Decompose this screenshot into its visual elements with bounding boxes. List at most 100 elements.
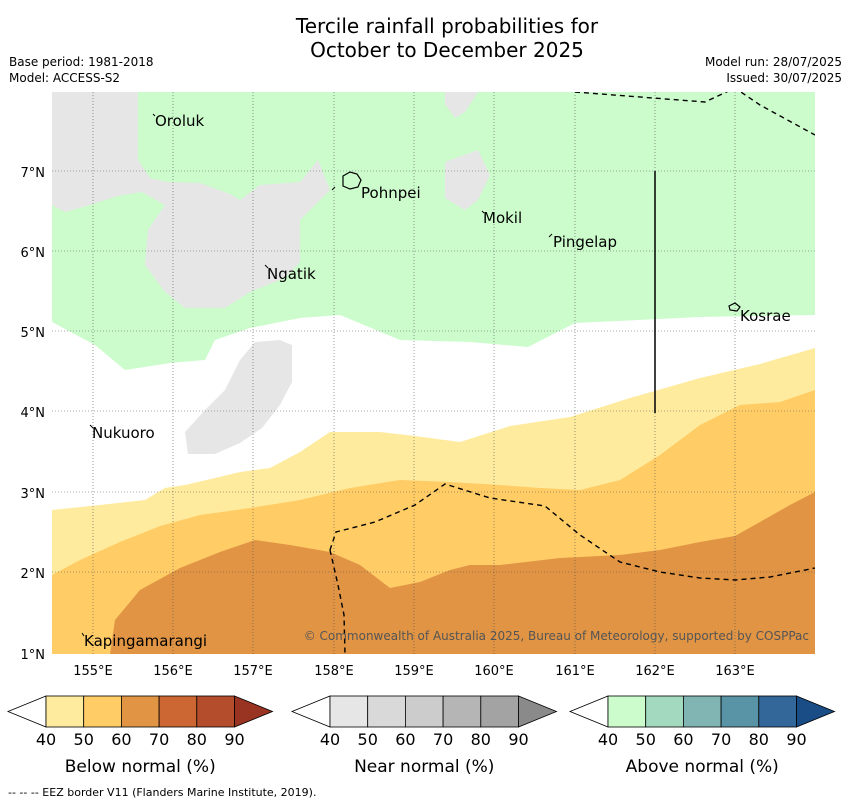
label-kosrae: Kosrae xyxy=(740,307,791,325)
lat-tick-label: 1°N xyxy=(21,648,46,663)
colorbar-label: Below normal (%) xyxy=(65,757,216,777)
lat-tick-label: 2°N xyxy=(21,567,46,582)
lon-tick-label: 157°E xyxy=(233,664,273,679)
lat-tick-label: 3°N xyxy=(21,487,46,502)
colorbar-tick-label: 90 xyxy=(508,730,528,749)
lat-tick-label: 5°N xyxy=(21,326,46,341)
lon-tick-label: 155°E xyxy=(73,664,113,679)
gridlines xyxy=(52,92,815,654)
base-period: Base period: 1981-2018 xyxy=(9,55,154,69)
region-below-normal-60 xyxy=(110,492,815,654)
pohnpei-outlier-marker xyxy=(331,186,336,191)
colorbar-tick-label: 50 xyxy=(74,730,94,749)
colorbar-tick-label: 70 xyxy=(149,730,169,749)
colorbar-segment xyxy=(196,695,235,728)
colorbar-2: 40 50 60 70 80 90 Near normal (%) xyxy=(290,695,558,777)
colorbar-tick-label: 40 xyxy=(36,730,56,749)
lat-tick-label: 4°N xyxy=(21,406,46,421)
region-near-normal-4 xyxy=(185,340,292,454)
kosrae-island xyxy=(728,302,741,312)
colorbar-segment xyxy=(442,695,482,728)
colorbar-label: Near normal (%) xyxy=(354,757,494,777)
lon-axis: 155°E 156°E 157°E 158°E 159°E 160°E 161°… xyxy=(73,664,755,679)
nukuoro-marker xyxy=(89,424,94,429)
region-near-normal-3 xyxy=(445,150,490,210)
region-near-normal-1 xyxy=(52,92,330,308)
map-area: Oroluk Pohnpei Mokil Pingelap Ngatik Kos… xyxy=(52,92,815,654)
kapingamarangi-marker xyxy=(81,632,85,637)
colorbar-tick-label: 70 xyxy=(711,730,731,749)
atoll-markers xyxy=(81,113,553,637)
colorbar-segment xyxy=(683,695,722,728)
colorbar-segment xyxy=(607,695,647,728)
lon-tick-label: 162°E xyxy=(635,664,675,679)
label-ngatik: Ngatik xyxy=(267,265,316,283)
colorbar-segment xyxy=(158,695,198,728)
eez-footnote: -- -- -- EEZ border V11 (Flanders Marine… xyxy=(8,786,317,799)
colorbar-segment xyxy=(404,695,444,728)
colorbar-3: 40 50 60 70 80 90 Above normal (%) xyxy=(568,695,836,777)
title-line-2: October to December 2025 xyxy=(310,38,584,62)
pohnpei-island xyxy=(342,171,362,190)
oroluk-marker xyxy=(152,113,156,117)
lat-axis: 1°N 2°N 3°N 4°N 5°N 6°N 7°N xyxy=(21,166,46,663)
colorbar-segment xyxy=(367,695,406,728)
meta-right: Model run: 28/07/2025 Issued: 30/07/2025 xyxy=(705,54,842,86)
colorbar-tick-label: 90 xyxy=(224,730,244,749)
region-no-skill-left-edge xyxy=(52,350,60,362)
model-run: Model run: 28/07/2025 xyxy=(704,55,842,69)
colorbar-tick-label: 70 xyxy=(433,730,453,749)
label-nukuoro: Nukuoro xyxy=(92,424,155,442)
colorbar-max-extension xyxy=(234,695,274,728)
colorbars: 40 50 60 70 80 90 Below normal (%) 40 50 60 70 80 90… xyxy=(6,695,836,777)
place-labels: Oroluk Pohnpei Mokil Pingelap Ngatik Kos… xyxy=(84,112,791,650)
eez-borders xyxy=(329,92,815,654)
region-near-normal-2 xyxy=(445,92,478,118)
label-mokil: Mokil xyxy=(483,209,522,227)
colorbar-tick-label: 40 xyxy=(320,730,340,749)
label-kapingamarangi: Kapingamarangi xyxy=(84,632,207,650)
lon-tick-label: 156°E xyxy=(153,664,193,679)
colorbar-max-extension xyxy=(518,695,558,728)
colorbar-max-extension xyxy=(796,695,836,728)
label-oroluk: Oroluk xyxy=(155,112,204,130)
model-name: Model: ACCESS-S2 xyxy=(9,71,121,85)
lon-tick-label: 158°E xyxy=(314,664,354,679)
colorbar-segment xyxy=(645,695,684,728)
colorbar-segment xyxy=(720,695,760,728)
region-above-normal xyxy=(52,92,815,370)
title-line-1: Tercile rainfall probabilities for xyxy=(295,14,599,38)
ngatik-marker xyxy=(264,264,269,269)
lon-tick-label: 161°E xyxy=(555,664,595,679)
colorbar-tick-label: 60 xyxy=(111,730,131,749)
lat-tick-label: 6°N xyxy=(21,246,46,261)
colorbar-segment xyxy=(45,695,85,728)
colorbar-segment xyxy=(758,695,797,728)
colorbar-tick-label: 80 xyxy=(187,730,207,749)
label-pingelap: Pingelap xyxy=(553,233,617,251)
colorbar-tick-label: 40 xyxy=(598,730,618,749)
colorbar-tick-label: 50 xyxy=(358,730,378,749)
colorbar-label: Above normal (%) xyxy=(626,757,779,777)
label-pohnpei: Pohnpei xyxy=(361,184,421,202)
colorbar-segment xyxy=(480,695,519,728)
colorbar-tick-label: 60 xyxy=(673,730,693,749)
lon-tick-label: 160°E xyxy=(474,664,514,679)
colorbar-tick-label: 50 xyxy=(636,730,656,749)
colorbar-segment xyxy=(329,695,369,728)
colorbar-min-extension xyxy=(6,695,47,728)
colorbar-tick-label: 80 xyxy=(471,730,491,749)
lat-tick-label: 7°N xyxy=(21,166,46,181)
colorbar-tick-label: 60 xyxy=(395,730,415,749)
colorbar-min-extension xyxy=(290,695,331,728)
colorbar-tick-label: 90 xyxy=(786,730,806,749)
copyright-notice: © Commonwealth of Australia 2025, Bureau… xyxy=(304,629,809,643)
mokil-marker xyxy=(481,210,485,214)
pingelap-marker xyxy=(548,233,553,238)
colorbar-1: 40 50 60 70 80 90 Below normal (%) xyxy=(6,695,274,777)
colorbar-tick-label: 80 xyxy=(749,730,769,749)
meta-left: Base period: 1981-2018 Model: ACCESS-S2 xyxy=(9,54,154,86)
issued-date: Issued: 30/07/2025 xyxy=(726,71,842,85)
colorbar-min-extension xyxy=(568,695,609,728)
